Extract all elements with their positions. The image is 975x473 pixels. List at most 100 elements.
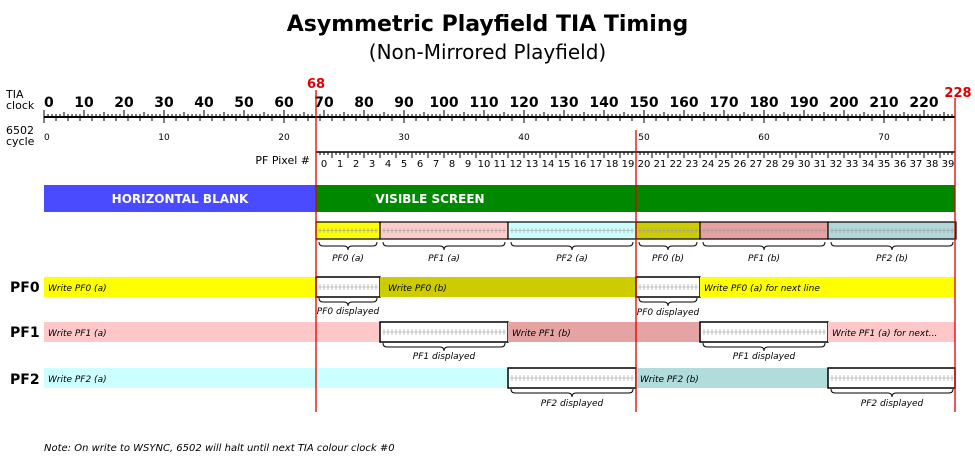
pf-pixel-label: 28 [766,159,779,170]
pf-pixel-label: 21 [654,159,667,170]
pf-pixel-label: 5 [401,159,407,170]
pf1-write-b-label: Write PF1 (b) [512,329,571,339]
cycle-label-2: cycle [6,135,35,148]
pf-pixel-label: 12 [510,159,523,170]
tia-tick-label: 140 [589,95,618,111]
pf-pixel-label: 7 [433,159,439,170]
tia-tick-label: 0 [44,95,54,111]
pf0-displayed-label-1: PF0 displayed [317,307,380,317]
pf2-write-a-label: Write PF2 (a) [48,375,107,385]
tia-clock-label-2: clock [6,99,35,112]
pf-pixel-label: 10 [478,159,491,170]
displayed-brace [830,388,954,398]
pf-pixel-label: 11 [494,159,507,170]
tia-clock-label-1: TIA [5,88,24,101]
tia-tick-label: 150 [629,95,658,111]
tia-tick-label: 50 [234,95,254,111]
displayed-brace [510,388,634,398]
segment-brace [510,241,634,251]
pf-pixel-label: 3 [369,159,375,170]
displayed-brace [382,342,506,352]
pf-pixel-label: 23 [686,159,699,170]
segment-label: PF0 (a) [332,254,364,264]
pf0-write-b-bar [380,277,636,297]
segment-brace [830,241,954,251]
pf0-displayed-label-2: PF0 displayed [637,308,700,318]
pf-pixel-label: 24 [702,159,715,170]
pf-pixel-label: 29 [782,159,795,170]
tia-tick-label: 10 [74,95,94,111]
pf-pixel-label: 30 [798,159,811,170]
tia-tick-label: 100 [429,95,458,111]
segment-label: PF0 (b) [652,254,684,264]
tia-tick-label: 200 [829,95,858,111]
tia-tick-label: 190 [789,95,818,111]
cycle-tick-label: 10 [158,133,170,143]
pf0-write-next-bar [700,277,955,297]
pf-pixel-label: 33 [846,159,859,170]
pf2-write-a-bar [44,368,508,388]
displayed-brace [318,297,378,307]
pf-pixel-label: 14 [542,159,555,170]
pf2-write-b-bar [636,368,828,388]
segment-label: PF1 (a) [428,254,460,264]
pf-pixel-label: 16 [574,159,587,170]
pf1-row-label: PF1 [10,325,40,341]
segment-label: PF2 (a) [556,254,588,264]
tia-tick-label: 20 [114,95,134,111]
pf-pixel-label: 13 [526,159,539,170]
cycle-tick-label: 30 [398,133,410,143]
pf-pixel-label: 19 [622,159,635,170]
pf-pixel-label: 0 [321,159,327,170]
pf2-row-label: PF2 [10,372,40,388]
pf2-write-b-label: Write PF2 (b) [640,375,699,385]
cycle-tick-label: 20 [278,133,290,143]
tia-tick-label: 30 [154,95,174,111]
pf1-displayed-label-1: PF1 displayed [413,352,476,362]
tia-tick-label: 40 [194,95,214,111]
pf-pixel-label: 25 [718,159,731,170]
pf0-row-label: PF0 [10,280,40,296]
pf2-displayed-label-2: PF2 displayed [861,399,924,409]
tia-tick-label: 110 [469,95,498,111]
displayed-brace [638,297,698,307]
pf-pixel-label: 39 [942,159,955,170]
tia-tick-label: 90 [394,95,414,111]
pf-pixel-label: 2 [353,159,359,170]
pf-pixel-label: 27 [750,159,763,170]
diagram-subtitle: (Non-Mirrored Playfield) [368,40,607,64]
pf1-displayed-label-2: PF1 displayed [733,352,796,362]
segment-label: PF2 (b) [876,254,908,264]
tia-tick-label: 120 [509,95,538,111]
marker-228-label: 228 [944,86,971,101]
pf-pixel-label: 18 [606,159,619,170]
pf1-write-next-bar [828,322,955,342]
segment-brace [318,241,378,251]
segment-brace [382,241,506,251]
pf1-write-a-bar [44,322,380,342]
pf-pixel-label: 15 [558,159,571,170]
tia-tick-label: 210 [869,95,898,111]
pf0-write-a-label: Write PF0 (a) [48,284,107,294]
cycle-tick-label: 70 [878,133,890,143]
tia-tick-label: 170 [709,95,738,111]
pf-pixel-label: 36 [894,159,907,170]
tia-tick-label: 130 [549,95,578,111]
pf-pixel-label: PF Pixel # [255,154,310,167]
pf1-write-a-label: Write PF1 (a) [48,329,107,339]
tia-tick-label: 70 [314,95,334,111]
pf-pixel-label: 9 [465,159,471,170]
diagram-title: Asymmetric Playfield TIA Timing [286,12,689,37]
pf1-write-b-bar [508,322,700,342]
pf-pixel-label: 31 [814,159,827,170]
pf-pixel-label: 20 [638,159,651,170]
pf-pixel-label: 26 [734,159,747,170]
tia-tick-label: 60 [274,95,294,111]
pf1-write-next-label: Write PF1 (a) for next... [832,329,937,339]
horizontal-blank-band [44,185,316,212]
tia-tick-label: 220 [909,95,938,111]
pf-pixel-label: 4 [385,159,391,170]
pf-pixel-label: 35 [878,159,891,170]
pf0-write-next-label: Write PF0 (a) for next line [704,284,820,294]
pf0-write-b-label: Write PF0 (b) [388,284,447,294]
